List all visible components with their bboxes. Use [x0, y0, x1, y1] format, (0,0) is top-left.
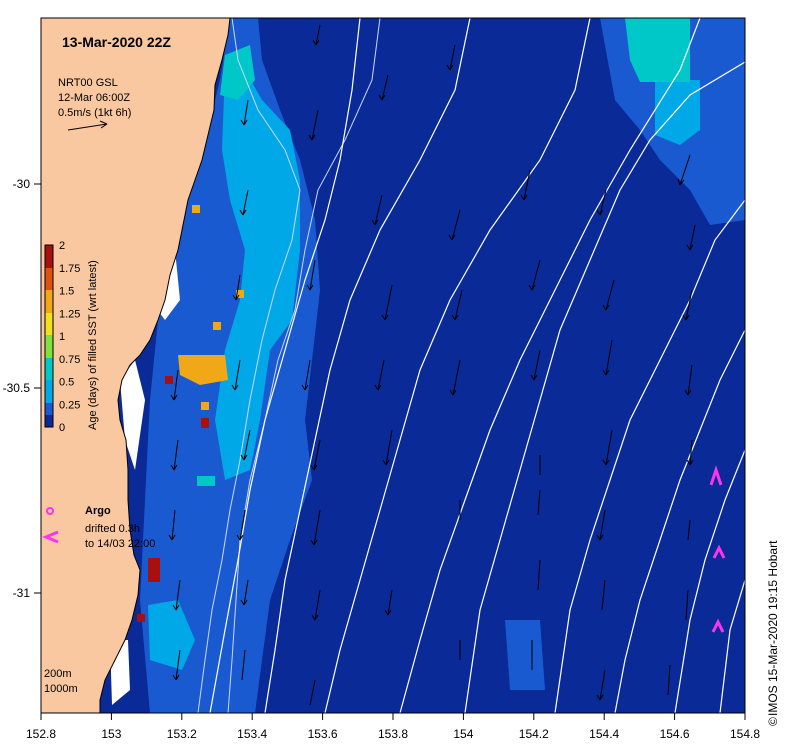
- colorbar: [44, 244, 54, 428]
- cyan-patch-north: [220, 45, 255, 100]
- x-tick-label: 154.8: [730, 727, 760, 741]
- streamlines: [209, 18, 745, 713]
- red-pixel: [148, 558, 160, 582]
- red-pixel: [137, 614, 145, 622]
- colorbar-tick-label: 0.75: [59, 354, 80, 366]
- x-tick-label: 154: [453, 727, 473, 741]
- legend-scale: 0.5m/s (1kt 6h): [58, 107, 131, 119]
- x-tick-label: 154.2: [519, 727, 549, 741]
- map-area: [41, 18, 745, 713]
- colorbar-tick-label: 0.25: [59, 399, 80, 411]
- mid-blue-patch-south: [505, 620, 545, 690]
- colorbar-tick-label: 1.5: [59, 286, 74, 298]
- x-tick-label: 153.4: [237, 727, 267, 741]
- argo-float-markers: [709, 465, 726, 633]
- cyan-pixel: [197, 476, 215, 486]
- orange-pixel: [201, 402, 209, 410]
- colorbar-ticks: 2 1.75 1.5 1.25 1 0.75 0.5 0.25 0: [59, 240, 80, 434]
- y-tick-label: -31: [13, 586, 31, 600]
- argo-drift-text: drifted 0.3h: [85, 523, 140, 535]
- x-tick-label: 153.6: [308, 727, 338, 741]
- argo-legend-arrow-icon: [42, 530, 59, 544]
- map-title: 13-Mar-2020 22Z: [62, 34, 171, 50]
- y-tick-label: -30: [13, 177, 31, 191]
- red-pixel: [201, 418, 209, 428]
- x-tick-label: 153.8: [378, 727, 408, 741]
- colorbar-tick-label: 1.25: [59, 308, 80, 320]
- light-blue-band: [215, 70, 300, 480]
- colorbar-tick-label: 1.75: [59, 263, 80, 275]
- legend-product: NRT00 GSL: [58, 77, 118, 89]
- x-tick-label: 154.6: [660, 727, 690, 741]
- orange-pixel: [213, 322, 221, 330]
- current-vectors: [168, 24, 696, 706]
- argo-drift-time: to 14/03 22:00: [85, 538, 155, 550]
- argo-legend-icon: [46, 507, 54, 515]
- colorbar-tick-label: 0.5: [59, 377, 74, 389]
- colorbar-tick-label: 2: [59, 240, 65, 252]
- y-tick-label: -30.5: [3, 381, 31, 395]
- depth-200m-label: 200m: [44, 668, 72, 680]
- x-tick-label: 152.8: [26, 727, 56, 741]
- x-axis: 152.8 153 153.2 153.4 153.6 153.8 154 154.2 154.…: [26, 713, 760, 741]
- orange-pixel: [192, 205, 200, 213]
- orange-pixel: [236, 290, 244, 298]
- red-pixel: [165, 376, 173, 384]
- isobath-200m: [197, 18, 301, 713]
- colorbar-label: Age (days) of filled SST (wrt latest): [87, 260, 99, 430]
- cyan-patch-ne: [625, 18, 690, 82]
- x-tick-label: 153: [101, 727, 121, 741]
- isobath-1000m: [227, 18, 381, 713]
- copyright-icon: ©: [766, 717, 780, 726]
- land-mass: [41, 18, 231, 713]
- depth-1000m-label: 1000m: [44, 683, 78, 695]
- scale-arrow: [67, 120, 108, 131]
- x-tick-label: 154.4: [589, 727, 619, 741]
- orange-cluster: [178, 355, 228, 385]
- x-tick-label: 153.2: [167, 727, 197, 741]
- legend-time: 12-Mar 06:00Z: [58, 92, 130, 104]
- credit-text: IMOS 15-Mar-2020 19:15 Hobart: [766, 540, 780, 716]
- colorbar-tick-label: 0: [59, 422, 65, 434]
- y-axis: -30 -30.5 -31: [3, 177, 41, 600]
- colorbar-tick-label: 1: [59, 331, 65, 343]
- light-blue-patch-south: [148, 600, 195, 670]
- argo-legend-label: Argo: [85, 505, 111, 517]
